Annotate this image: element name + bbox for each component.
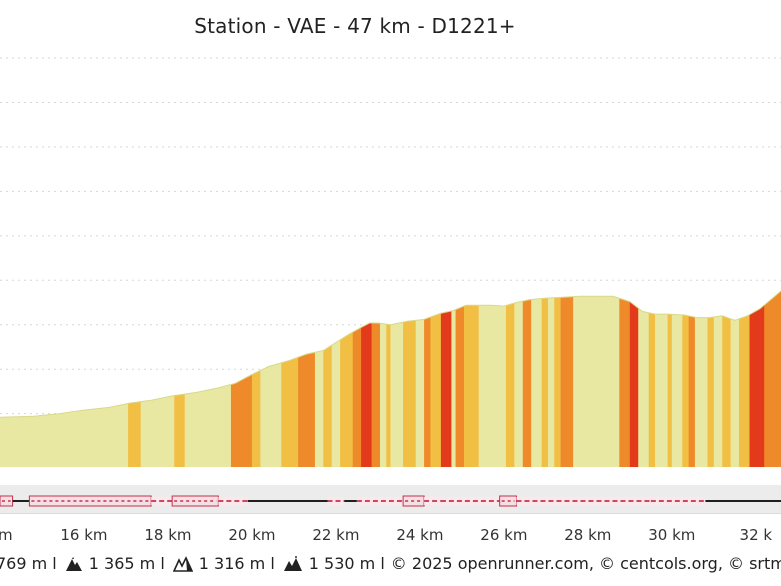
slope-band [547, 291, 555, 467]
slope-band [251, 291, 261, 467]
x-tick-label: 32 k [740, 526, 773, 544]
slope-band [522, 291, 532, 467]
track-segment [28, 495, 152, 507]
slope-band [531, 291, 543, 467]
x-tick-label: 18 km [144, 526, 191, 544]
slope-band [386, 291, 391, 467]
descent-stat: 1 316 m l [198, 554, 275, 573]
slope-band [455, 291, 465, 467]
slope-band [655, 291, 669, 467]
x-tick-label: 16 km [60, 526, 107, 544]
descent-icon [172, 555, 193, 572]
slope-band [314, 291, 324, 467]
max-altitude-icon [283, 555, 303, 572]
x-tick-label: 26 km [480, 526, 527, 544]
slope-band [764, 291, 781, 467]
surface-track [0, 485, 781, 514]
slope-band [380, 291, 387, 467]
slope-band [451, 291, 456, 467]
slope-band [667, 291, 673, 467]
x-axis: m 16 km 18 km 20 km 22 km 24 km 26 km 28 km 30 k… [0, 526, 772, 544]
slope-band [323, 291, 333, 467]
slope-band [694, 291, 708, 467]
track-segment [356, 497, 404, 505]
slope-band [713, 291, 723, 467]
distance-stat: 769 m l [0, 554, 57, 573]
track-segment [0, 495, 14, 507]
slope-band [331, 291, 341, 467]
max-altitude-stat: 1 530 m l [308, 554, 385, 573]
slope-band [463, 291, 480, 467]
slope-band [430, 291, 442, 467]
slope-band [722, 291, 732, 467]
slope-band [390, 291, 404, 467]
x-tick-label: m [0, 526, 13, 544]
route-stats-footer: 769 m l 1 365 m l 1 316 m l 1 530 m l © … [0, 554, 781, 573]
slope-band [424, 291, 431, 467]
slope-band [560, 291, 574, 467]
ascent-stat: 1 365 m l [88, 554, 165, 573]
track-rule [0, 513, 781, 514]
slope-band [440, 291, 452, 467]
slope-band [688, 291, 696, 467]
x-tick-label: 24 km [396, 526, 443, 544]
slope-band [415, 291, 425, 467]
slope-band [619, 291, 631, 467]
slope-band [174, 291, 186, 467]
chart-title: Station - VAE - 47 km - D1221+ [194, 14, 516, 38]
ascent-icon [65, 556, 83, 572]
slope-band [340, 291, 354, 467]
slope-band [541, 291, 549, 467]
slope-band [707, 291, 715, 467]
x-tick-label: 30 km [648, 526, 695, 544]
slope-band [184, 291, 232, 467]
slope-band [638, 291, 650, 467]
slope-band [739, 291, 750, 467]
slope-band [281, 291, 299, 467]
slope-band [361, 291, 373, 467]
elevation-profile-line [0, 290, 781, 418]
slope-band [0, 291, 129, 467]
x-tick-label: 28 km [564, 526, 611, 544]
slope-band [629, 291, 639, 467]
slope-band [298, 291, 316, 467]
slope-band [682, 291, 690, 467]
slope-band [260, 291, 282, 467]
slope-band [514, 291, 524, 467]
slope-band [505, 291, 515, 467]
slope-band [128, 291, 142, 467]
slope-band [403, 291, 417, 467]
track-segment [440, 497, 500, 505]
slope-band [648, 291, 656, 467]
track-segment [218, 497, 248, 505]
slope-band [554, 291, 561, 467]
slope-band [478, 291, 507, 467]
slope-band [230, 291, 253, 467]
x-tick-label: 20 km [228, 526, 275, 544]
slope-band [671, 291, 683, 467]
slope-band [140, 291, 175, 467]
slope-band [573, 291, 620, 467]
slope-band [352, 291, 362, 467]
slope-band [371, 291, 381, 467]
x-tick-label: 22 km [312, 526, 359, 544]
credits-text: © 2025 openrunner.com, © centcols.org, ©… [390, 554, 781, 573]
slope-band [749, 291, 765, 467]
slope-band [730, 291, 740, 467]
